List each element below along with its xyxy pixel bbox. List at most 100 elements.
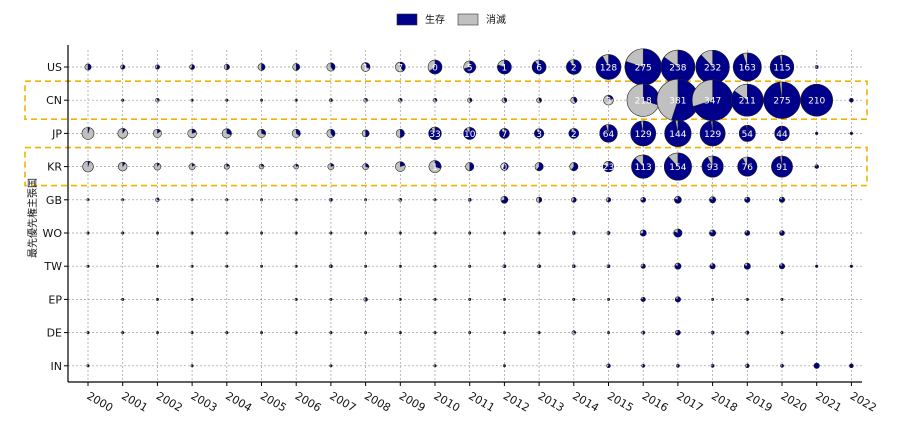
bubble-alive-slice: [744, 230, 751, 236]
x-tick-label: 2022: [848, 389, 879, 414]
bubble-label: 7: [397, 64, 403, 74]
bubble-us-2013: 6: [531, 59, 547, 75]
bubble-alive-slice: [295, 63, 300, 71]
bubble-de-2014: [571, 330, 577, 335]
bubble-alive-slice: [191, 231, 194, 235]
bubble-de-2003: [190, 331, 194, 335]
bubble-alive-slice: [365, 231, 367, 235]
legend-item-dead: 消滅: [457, 13, 506, 26]
bubble-us-2009: 7: [395, 61, 406, 74]
bubble-alive-slice: [573, 264, 576, 269]
bubble-alive-slice: [400, 129, 405, 138]
bubble-label: 275: [773, 97, 790, 107]
bubble-label: 211: [739, 97, 756, 107]
y-tick-label: GB: [46, 194, 62, 207]
bubble-label: 7: [502, 130, 508, 140]
x-tick-label: 2011: [466, 389, 497, 414]
bubble-alive-slice: [571, 162, 579, 171]
bubble-alive-slice: [608, 297, 610, 301]
bubble-alive-slice: [226, 331, 229, 335]
bubble-alive-slice: [261, 129, 266, 135]
bubble-alive-slice: [538, 331, 541, 335]
bubble-jp-2019: 54: [738, 125, 756, 142]
bubble-ep-2006: [294, 297, 298, 301]
bubble-alive-slice: [469, 97, 473, 103]
bubble-alive-slice: [434, 160, 442, 169]
bubble-label: 1: [363, 64, 369, 74]
bubble-alive-slice: [849, 97, 854, 103]
bubble-us-2002: [154, 64, 160, 70]
bubble-cn-2009: [398, 97, 403, 103]
bubble-alive-slice: [733, 52, 762, 82]
bubble-alive-slice: [469, 197, 472, 202]
bubble-gb-2019: [744, 196, 751, 203]
bubble-in-2017: [676, 363, 680, 368]
bubble-alive-slice: [536, 162, 544, 171]
bubble-alive-slice: [744, 196, 751, 203]
bubble-alive-slice: [226, 128, 232, 136]
bubble-gb-2020: [779, 196, 785, 203]
bubble-wo-2010: [433, 231, 437, 235]
bubble-alive-slice: [469, 264, 472, 268]
bubble-label: 2: [571, 64, 577, 74]
bubble-cn-2010: [432, 97, 438, 103]
bubble-alive-slice: [365, 264, 367, 268]
bubble-kr-2010: 1: [428, 160, 442, 173]
bubble-alive-slice: [538, 231, 541, 235]
bubble-alive-slice: [226, 98, 229, 102]
bubble-in-2007: [329, 364, 333, 368]
bubble-us-2005: [257, 63, 266, 71]
bubble-jp-2002: [152, 128, 162, 138]
x-tick-label: 2020: [779, 389, 810, 414]
x-tick-label: 2021: [813, 389, 844, 414]
bubble-cn-2016: 218: [626, 83, 660, 117]
y-axis-label: 最先優先権主張国: [26, 178, 39, 258]
bubble-wo-2020: [779, 230, 785, 236]
bubble-alive-slice: [602, 161, 614, 173]
bubble-gb-2010: [433, 198, 437, 202]
bubble-us-2021: [814, 65, 819, 69]
bubble-alive-slice: [365, 163, 369, 168]
bubble-alive-slice: [469, 331, 472, 335]
bubble-gb-2016: [640, 197, 646, 203]
bubble-alive-slice: [538, 196, 542, 203]
bubble-ep-2007: [329, 297, 333, 301]
bubble-kr-2011: [465, 162, 475, 172]
bubble-cn-2008: [363, 97, 368, 103]
bubble-alive-slice: [849, 363, 854, 369]
bubble-alive-slice: [673, 228, 683, 238]
bubble-alive-slice: [779, 196, 785, 203]
bubble-alive-slice: [815, 131, 819, 135]
bubble-alive-slice: [849, 264, 853, 268]
bubble-alive-slice: [769, 54, 795, 79]
bubble-alive-slice: [434, 98, 438, 102]
bubble-alive-slice: [87, 231, 90, 235]
bubble-kr-2016: 113: [631, 154, 656, 179]
bubble-alive-slice: [469, 231, 472, 235]
bubble-de-2008: [364, 331, 368, 335]
bubble-alive-slice: [191, 264, 194, 268]
legend-label: 消滅: [486, 13, 506, 26]
bubble-alive-slice: [330, 98, 333, 102]
bubble-ep-2016: [640, 296, 646, 302]
bubble-alive-slice: [226, 64, 230, 70]
bubble-jp-2010: 33: [428, 126, 442, 141]
y-tick-label: IN: [51, 360, 62, 373]
bubble-us-2008: 1: [360, 62, 371, 74]
bubble-gb-2018: [709, 196, 717, 204]
bubble-ep-2002: [155, 297, 159, 301]
bubble-us-2001: [120, 64, 126, 70]
legend-swatch: [396, 13, 418, 26]
bubble-alive-slice: [608, 231, 611, 235]
highlight-boxes: [24, 80, 868, 187]
bubble-alive-slice: [428, 126, 442, 140]
bubble-wo-2018: [709, 229, 717, 237]
bubble-alive-slice: [122, 161, 126, 168]
bubble-label: 129: [635, 130, 652, 140]
bubble-tw-2017: [674, 262, 682, 270]
bubble-kr-2009: [395, 161, 406, 172]
x-tick-label: 2007: [327, 389, 358, 414]
bubble-alive-slice: [365, 62, 371, 69]
bubble-kr-2021: [814, 164, 819, 169]
bubble-us-2006: [292, 63, 300, 71]
